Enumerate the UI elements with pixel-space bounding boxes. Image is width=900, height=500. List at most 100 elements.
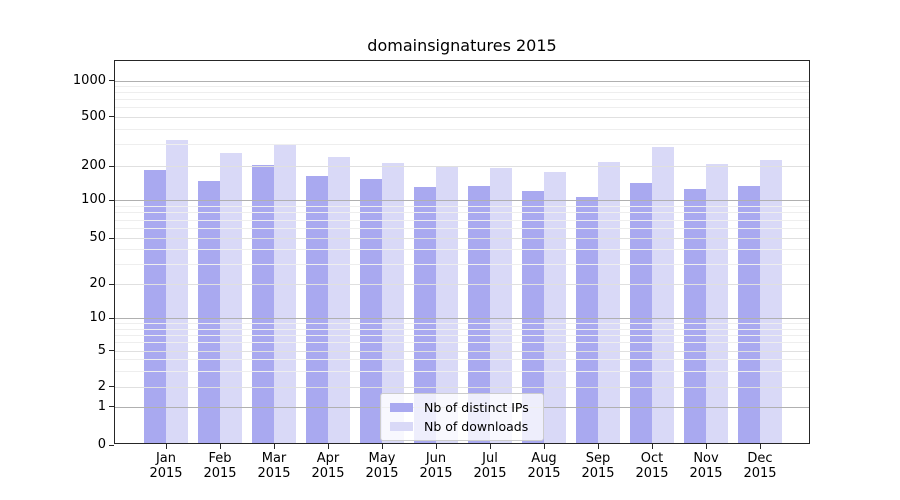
x-tick [651,444,653,449]
bar-jun-downloads [436,165,458,444]
x-tick-label-jul: Jul 2015 [473,451,507,481]
minor-gridline [115,228,809,229]
x-tick [435,444,437,449]
x-tick-label-apr: Apr 2015 [311,451,345,481]
y-tick [109,199,114,201]
x-tick [759,444,761,449]
y-tick [109,116,114,118]
y-tick [109,283,114,285]
bar-may-distinct-ips [360,178,382,444]
major-gridline [115,386,809,388]
major-gridline [115,284,809,286]
minor-gridline [115,249,809,251]
minor-gridline [115,212,809,214]
bar-oct-distinct-ips [630,183,652,444]
major-gridline [115,350,809,352]
x-tick-label-feb: Feb 2015 [203,451,237,481]
y-tick [109,237,114,239]
major-gridline [115,238,809,239]
y-tick [109,386,114,388]
bar-aug-distinct-ips [522,191,544,444]
bar-apr-distinct-ips [306,176,328,444]
x-tick-label-aug: Aug 2015 [527,451,561,481]
minor-gridline [115,144,809,146]
minor-gridline [115,334,809,336]
x-tick [273,444,275,449]
y-tick-label: 1 [97,398,106,414]
minor-gridline [115,99,809,101]
x-tick [327,444,329,449]
minor-gridline [115,263,809,265]
bar-feb-distinct-ips [198,180,220,444]
x-tick-label-nov: Nov 2015 [689,451,723,481]
minor-gridline [115,370,809,372]
bar-mar-distinct-ips [252,165,274,444]
legend-item-distinct-ips: Nb of distinct IPs [390,400,534,415]
legend-swatch-downloads [390,422,413,431]
y-tick-label: 50 [89,230,106,245]
y-tick [109,350,114,352]
major-gridline [115,318,809,320]
y-tick [109,444,114,446]
plot-frame [114,60,810,444]
x-tick [165,444,167,449]
minor-gridline [115,107,809,109]
bar-nov-downloads [706,164,728,444]
y-tick-label: 20 [89,276,106,292]
y-tick-label: 500 [81,108,106,124]
minor-gridline [115,219,809,221]
gridlines-layer [114,60,810,444]
bar-aug-downloads [544,172,566,444]
x-tick-label-may: May 2015 [365,451,399,481]
minor-gridline [115,92,809,94]
major-gridline [115,116,809,118]
x-tick-label-mar: Mar 2015 [257,451,291,481]
x-tick-label-oct: Oct 2015 [635,451,669,481]
x-tick [381,444,383,449]
bar-may-downloads [382,162,404,444]
bar-oct-downloads [652,146,674,444]
y-tick-label: 10 [89,310,106,326]
y-tick-label: 100 [81,192,106,207]
minor-gridline [115,359,809,361]
bar-sep-downloads [598,162,620,444]
bar-jul-downloads [490,167,512,444]
minor-gridline [115,342,809,344]
major-gridline [115,80,809,82]
bar-nov-distinct-ips [684,189,706,444]
bar-dec-distinct-ips [738,186,760,444]
y-tick-label: 200 [81,158,106,173]
legend-item-downloads: Nb of downloads [390,419,534,434]
x-tick [543,444,545,449]
minor-gridline [115,86,809,88]
major-gridline [115,200,809,201]
minor-gridline [115,323,809,325]
y-tick [109,317,114,319]
bar-dec-downloads [760,159,782,444]
minor-gridline [115,328,809,330]
minor-gridline [115,128,809,130]
y-tick-label: 2 [97,378,106,394]
legend-label-downloads: Nb of downloads [424,419,529,434]
x-tick-label-sep: Sep 2015 [581,451,615,481]
bar-jun-distinct-ips [414,187,436,444]
plot-area [114,60,810,444]
bar-sep-distinct-ips [576,196,598,444]
bar-jan-downloads [166,139,188,444]
y-tick-label: 5 [97,342,106,358]
x-tick-label-dec: Dec 2015 [743,451,777,481]
y-tick-label: 1000 [72,72,106,88]
x-tick [705,444,707,449]
x-tick-label-jan: Jan 2015 [149,451,183,481]
major-gridline [115,166,809,167]
x-tick-label-jun: Jun 2015 [419,451,453,481]
y-tick-label: 0 [97,437,106,452]
x-tick [219,444,221,449]
y-tick [109,406,114,408]
minor-gridline [115,205,809,207]
y-tick [109,165,114,167]
legend-swatch-distinct-ips [390,403,413,412]
x-tick [597,444,599,449]
x-tick [489,444,491,449]
